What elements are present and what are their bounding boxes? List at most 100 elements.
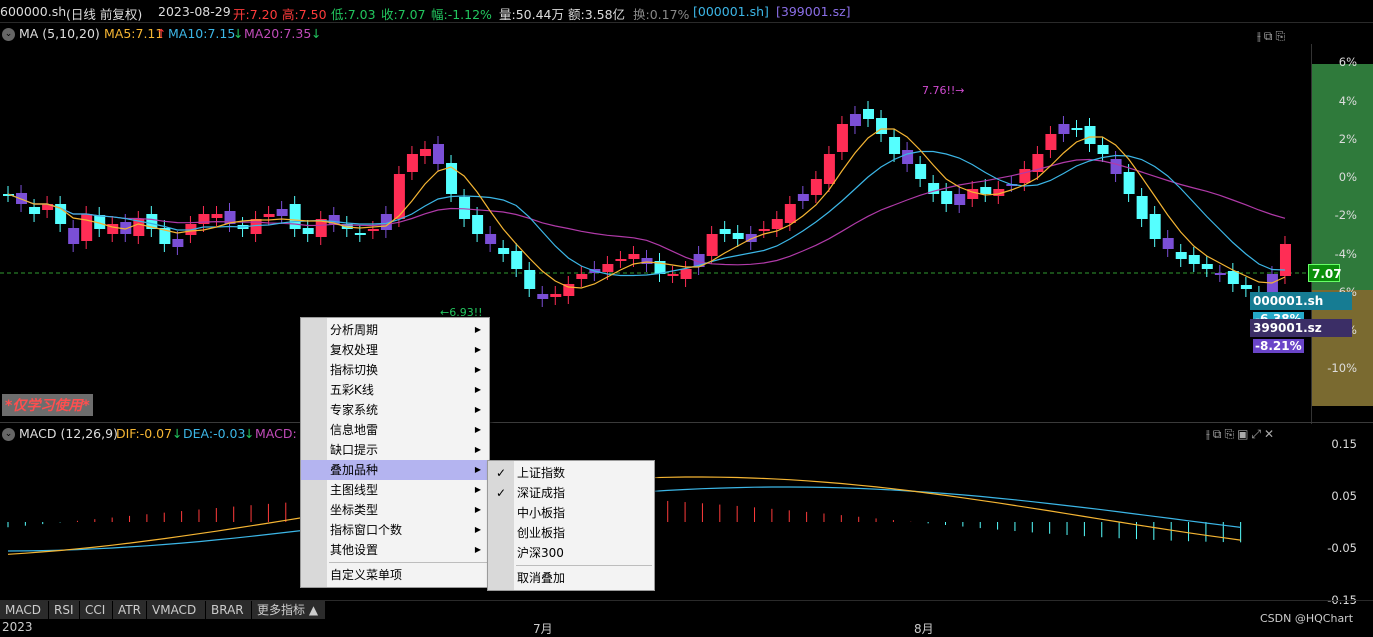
menu-item-label: 其他设置 [330, 543, 379, 557]
menu-item[interactable]: 叠加品种 ▶ [301, 460, 487, 480]
context-menu: 分析周期 ▶ 复权处理 ▶ 指标切换 ▶ 五彩K线 ▶ 专家系统 ▶ 信息地雷 ▶ 缺口提示 ▶ 叠加品种 ▶… [300, 317, 490, 588]
candle-body [211, 214, 223, 218]
menu-item[interactable]: 主图线型 ▶ [301, 480, 487, 500]
candle-body [693, 254, 705, 267]
ma10-value: MA10:7.15 [168, 26, 236, 41]
menu-item[interactable]: 五彩K线 ▶ [301, 380, 487, 400]
candle-body [159, 228, 171, 244]
menu-item[interactable]: 指标切换 ▶ [301, 360, 487, 380]
x-label-august: 8月 [914, 622, 934, 636]
menu-item[interactable]: 信息地雷 ▶ [301, 420, 487, 440]
candle-body [823, 154, 835, 184]
menu-item[interactable]: 复权处理 ▶ [301, 340, 487, 360]
candle-body [654, 261, 666, 274]
overlay-tag-399001-symbol: 399001.sz [1253, 321, 1322, 335]
candle-body [29, 207, 41, 214]
overlay-icon[interactable]: ⧉ [1263, 29, 1276, 43]
candle-body [537, 294, 549, 299]
indicator-tab[interactable]: RSI [49, 601, 80, 619]
candle-body [459, 197, 471, 219]
macd-chart[interactable] [0, 442, 1311, 600]
submenu-item-label: 沪深300 [517, 546, 564, 560]
cancel-overlay-item[interactable]: 取消叠加 [517, 571, 566, 585]
menu-item[interactable]: 分析周期 ▶ [301, 320, 487, 340]
collapse-chevron-icon[interactable]: ⌄ [2, 28, 15, 41]
candle-body [1201, 264, 1213, 269]
candle-body [250, 219, 262, 234]
menu-item-label: 五彩K线 [330, 383, 374, 397]
menu-item[interactable]: 专家系统 ▶ [301, 400, 487, 420]
candle-body [328, 215, 340, 224]
menu-item-label: 分析周期 [330, 323, 379, 337]
candlestick-chart[interactable] [0, 44, 1311, 424]
low-value: 低:7.03 [331, 7, 376, 22]
candle-body [276, 209, 288, 216]
adjust-icon[interactable]: ⫲ [1257, 29, 1264, 43]
submenu-item[interactable]: 创业板指 [488, 523, 652, 543]
date: 2023-08-29 [158, 4, 231, 19]
candle-body [719, 229, 731, 234]
candle-body [511, 251, 523, 269]
candle-body [797, 194, 809, 201]
ma20-line [7, 158, 1286, 266]
candle-body [1058, 124, 1070, 134]
submenu-item[interactable]: ✓ 上证指数 [488, 463, 652, 483]
candle-body [42, 204, 54, 210]
submenu-item[interactable]: ✓ 深证成指 [488, 483, 652, 503]
submenu-item[interactable]: 沪深300 [488, 543, 652, 563]
macd-indicator-name[interactable]: MACD (12,26,9) [19, 426, 118, 441]
indicator-tab[interactable]: VMACD [147, 601, 206, 619]
indicator-tab[interactable]: MACD [0, 601, 49, 619]
macd-overlay-icon[interactable]: ⧉ [1212, 427, 1225, 441]
candle-body [81, 214, 93, 241]
candle-body [954, 194, 966, 205]
overlay-symbol-1[interactable]: [000001.sh] [693, 4, 769, 19]
candle-body [472, 215, 484, 234]
menu-item-label: 指标切换 [330, 363, 379, 377]
menu-item[interactable]: 指标窗口个数 ▶ [301, 520, 487, 540]
indicator-tab[interactable]: BRAR [206, 601, 252, 619]
candle-body [367, 229, 379, 231]
submenu-item-label: 上证指数 [517, 466, 566, 480]
macd-window-icon[interactable]: ▣ [1237, 427, 1252, 441]
menu-item[interactable]: 缺口提示 ▶ [301, 440, 487, 460]
indicator-tab[interactable]: 更多指标 ▲ [252, 601, 326, 619]
indicator-tab[interactable]: CCI [80, 601, 113, 619]
menu-item-label: 主图线型 [330, 483, 379, 497]
candle-body [980, 187, 992, 194]
macd-adjust-icon[interactable]: ⫲ [1206, 427, 1213, 441]
main-chart-tools: ⫲⧉⎘ [1257, 29, 1288, 44]
submenu-arrow-icon: ▶ [474, 385, 481, 394]
candle-body [3, 194, 14, 196]
candle-body [1032, 154, 1044, 172]
copy-icon[interactable]: ⎘ [1275, 29, 1289, 43]
macd-copy-icon[interactable]: ⎘ [1224, 427, 1238, 441]
indicator-tab[interactable]: ATR [113, 601, 147, 619]
submenu-arrow-icon: ▶ [474, 465, 481, 474]
price-tick: -2% [1334, 208, 1357, 222]
candle-body [198, 214, 210, 224]
macd-collapse-chevron-icon[interactable]: ⌄ [2, 428, 15, 441]
candle-body [1071, 128, 1083, 130]
candle-body [133, 219, 145, 236]
ma-indicator-name[interactable]: MA (5,10,20) [19, 26, 100, 41]
candle-body [1149, 214, 1161, 239]
dif-arrow-icon: ↓ [172, 426, 183, 441]
gain-zone [1312, 64, 1373, 290]
macd-expand-icon[interactable]: ⤢ [1251, 427, 1265, 441]
submenu-item[interactable]: 中小板指 [488, 503, 652, 523]
price-tick: 4% [1338, 94, 1357, 108]
submenu-arrow-icon: ▶ [474, 505, 481, 514]
candle-body [419, 149, 431, 156]
candle-body [146, 214, 158, 229]
ma10-line [7, 150, 1286, 277]
menu-item[interactable]: 其他设置 ▶ [301, 540, 487, 560]
dea-arrow-icon: ↓ [244, 426, 255, 441]
candle-body [758, 229, 770, 231]
custom-menu-item[interactable]: 自定义菜单项 [330, 568, 403, 582]
overlay-tag-399001: 399001.sz -8.21% [1250, 319, 1352, 353]
macd-close-icon[interactable]: ✕ [1264, 427, 1278, 441]
menu-item[interactable]: 坐标类型 ▶ [301, 500, 487, 520]
overlay-symbol-2[interactable]: [399001.sz] [776, 4, 851, 19]
high-annotation: 7.76!!→ [922, 84, 965, 97]
